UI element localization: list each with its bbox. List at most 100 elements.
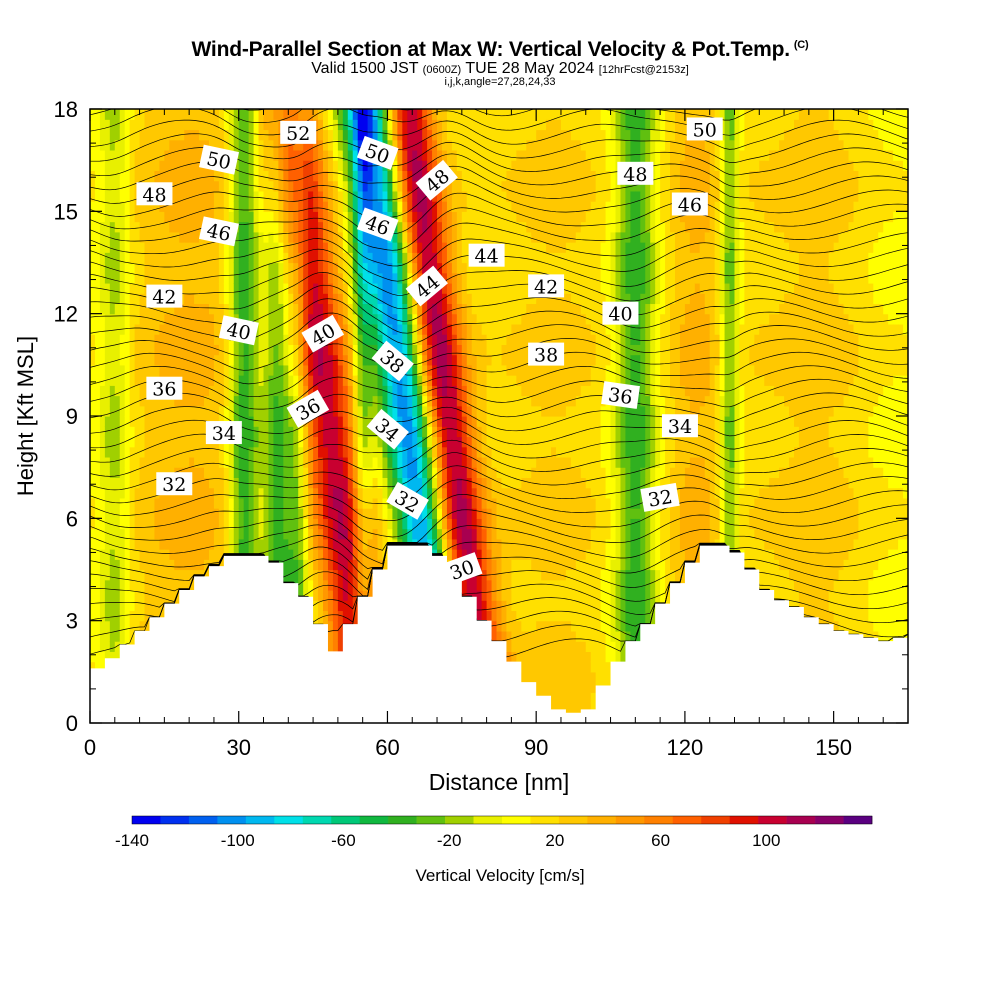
velocity-cell (392, 395, 398, 407)
velocity-cell (352, 446, 359, 458)
velocity-cell (397, 477, 403, 489)
velocity-cell (432, 221, 438, 233)
velocity-cell (327, 528, 334, 540)
velocity-cell (99, 385, 106, 397)
velocity-cell (387, 170, 394, 182)
velocity-cell (471, 272, 478, 284)
velocity-cell (372, 313, 379, 325)
velocity-cell (332, 579, 339, 591)
velocity-cell (357, 549, 364, 560)
velocity-cell (159, 538, 165, 550)
velocity-cell (377, 477, 384, 489)
velocity-cell (402, 272, 408, 284)
velocity-cell (104, 579, 111, 591)
velocity-cell (189, 303, 195, 315)
velocity-cell (476, 405, 483, 417)
velocity-cell (362, 364, 369, 376)
velocity-cell (362, 109, 369, 120)
velocity-cell (134, 201, 141, 212)
velocity-cell (238, 446, 245, 458)
velocity-cell (357, 436, 364, 448)
velocity-cell (204, 303, 210, 315)
velocity-cell (397, 467, 403, 478)
velocity-cell (293, 456, 299, 468)
velocity-cell (268, 190, 275, 202)
velocity-cell (337, 180, 344, 192)
velocity-cell (208, 446, 215, 458)
velocity-cell (471, 221, 478, 233)
velocity-cell (427, 416, 433, 427)
velocity-cell (124, 211, 131, 223)
velocity-cell (367, 190, 374, 202)
velocity-cell (432, 313, 438, 325)
velocity-cell (218, 549, 225, 560)
velocity-cell (392, 262, 398, 274)
velocity-cell (362, 487, 369, 499)
velocity-cell (283, 160, 289, 171)
velocity-cell (337, 364, 344, 376)
velocity-cell (238, 405, 245, 417)
velocity-cell (323, 600, 329, 612)
velocity-cell (248, 180, 255, 192)
velocity-cell (94, 549, 101, 560)
velocity-cell (263, 180, 270, 192)
velocity-cell (278, 211, 284, 223)
velocity-cell (362, 293, 369, 305)
velocity-cell (159, 426, 165, 438)
velocity-cell (332, 282, 339, 294)
velocity-cell (446, 313, 453, 325)
velocity-cell (318, 528, 324, 540)
velocity-cell (124, 436, 131, 448)
velocity-cell (382, 528, 389, 540)
velocity-cell (164, 323, 170, 335)
velocity-cell (278, 231, 284, 243)
velocity-cell (466, 518, 473, 530)
velocity-cell (144, 262, 151, 274)
velocity-cell (397, 262, 403, 274)
velocity-cell (397, 282, 403, 294)
velocity-cell (124, 139, 131, 151)
velocity-cell (114, 221, 121, 233)
velocity-cell (327, 610, 334, 622)
velocity-cell (432, 109, 438, 120)
velocity-cell (109, 139, 116, 151)
velocity-cell (402, 180, 408, 192)
velocity-cell (441, 303, 448, 315)
velocity-cell (114, 467, 121, 478)
velocity-cell (313, 293, 319, 305)
velocity-cell (332, 589, 339, 601)
velocity-cell (481, 589, 488, 601)
velocity-cell (169, 569, 175, 581)
velocity-cell (233, 518, 240, 530)
velocity-cell (139, 569, 146, 581)
velocity-cell (99, 109, 106, 120)
velocity-cell (114, 272, 121, 284)
velocity-cell (149, 272, 156, 284)
velocity-cell (362, 416, 369, 427)
velocity-cell (204, 395, 210, 407)
velocity-cell (407, 416, 413, 427)
velocity-cell (169, 303, 175, 315)
velocity-cell (114, 538, 121, 550)
velocity-cell (174, 160, 180, 171)
velocity-cell (332, 518, 339, 530)
velocity-cell (476, 323, 483, 335)
velocity-cell (99, 119, 106, 131)
velocity-cell (481, 221, 488, 233)
velocity-cell (486, 436, 493, 448)
velocity-cell (134, 416, 141, 427)
velocity-cell (422, 262, 428, 274)
velocity-cell (174, 497, 180, 509)
velocity-cell (288, 456, 294, 468)
velocity-cell (134, 160, 141, 171)
velocity-cell (253, 364, 260, 376)
velocity-cell (397, 139, 403, 151)
velocity-cell (347, 323, 354, 335)
velocity-cell (204, 323, 210, 335)
velocity-cell (164, 201, 170, 212)
velocity-cell (461, 487, 468, 499)
velocity-cell (446, 385, 453, 397)
velocity-cell (258, 456, 265, 468)
velocity-cell (466, 354, 473, 366)
velocity-cell (327, 272, 334, 284)
